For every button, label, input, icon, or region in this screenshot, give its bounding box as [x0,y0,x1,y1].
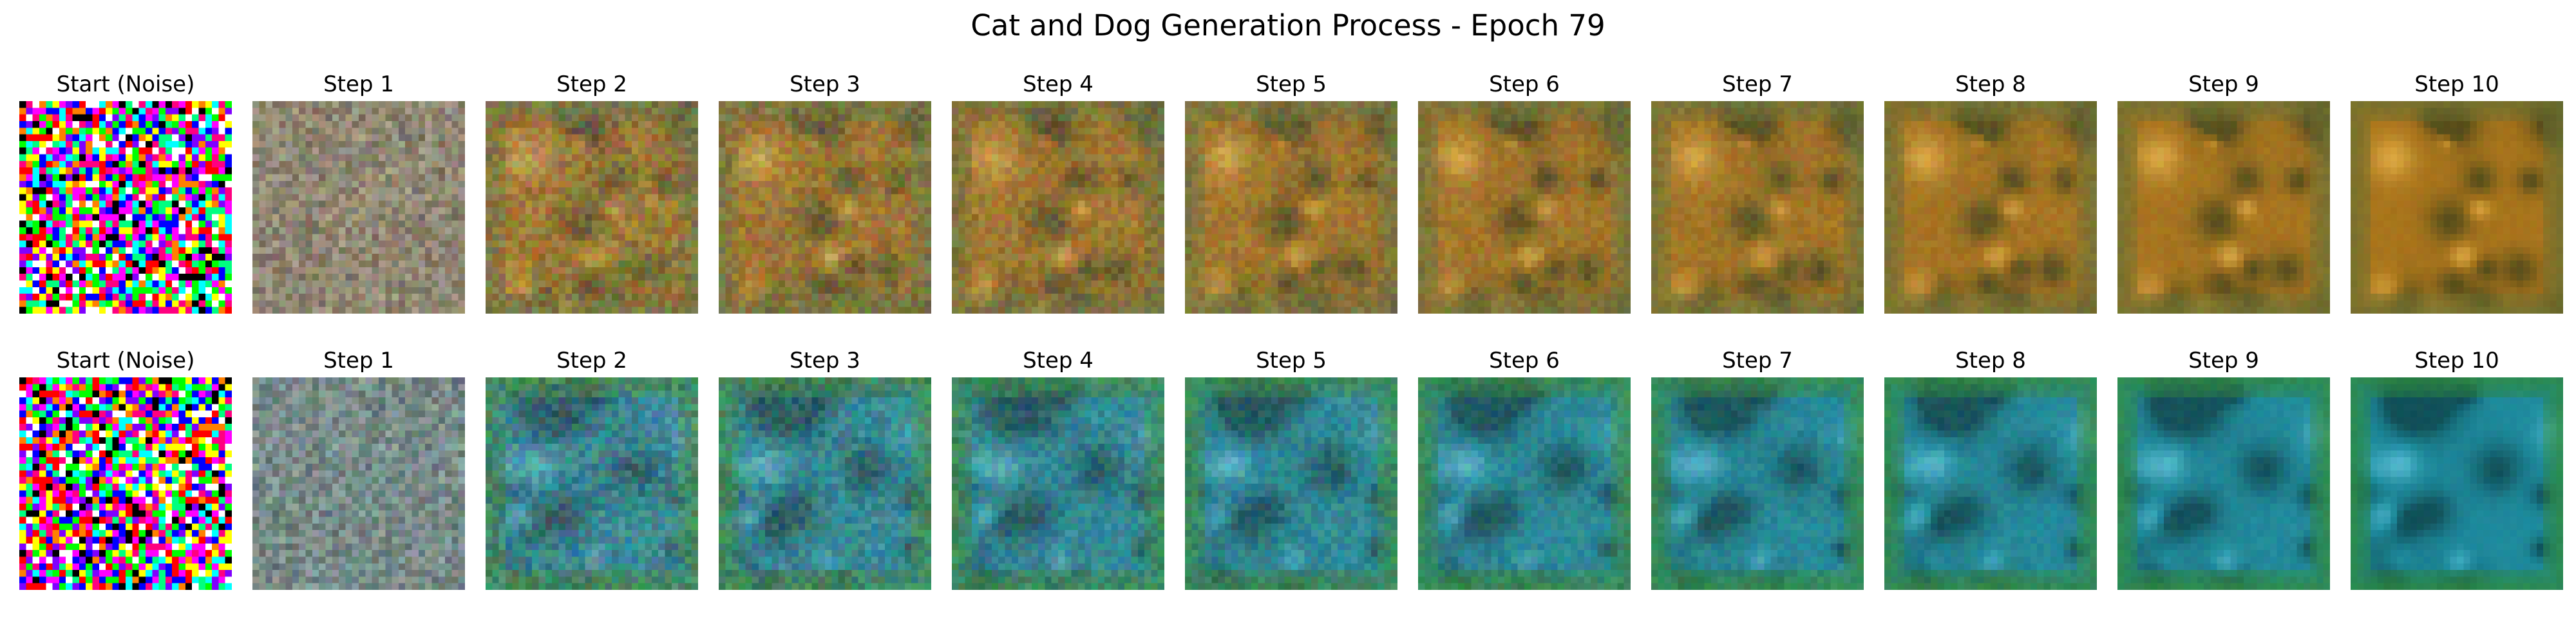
panel-title: Step 3 [790,348,860,374]
generation-panel: Step 10 [2351,71,2563,314]
generation-panel: Step 2 [486,71,698,314]
generation-panel: Start (Noise) [19,347,232,590]
generated-image [1651,377,1864,590]
generation-panel: Step 5 [1185,347,1397,590]
generated-image [486,377,698,590]
panel-title: Step 2 [556,348,627,374]
generation-panel: Step 2 [486,347,698,590]
panel-title: Step 1 [323,348,394,374]
generated-image [2117,101,2330,314]
panel-title: Step 2 [556,71,627,97]
generation-panel: Step 1 [252,347,465,590]
generation-panel: Step 10 [2351,347,2563,590]
generation-panel: Step 1 [252,71,465,314]
generation-panel: Step 8 [1884,71,2097,314]
generated-image [1185,377,1397,590]
generated-image [952,101,1164,314]
panel-title: Step 10 [2414,348,2499,374]
panel-title: Step 5 [1256,348,1327,374]
noise-image [19,101,232,314]
panel-title: Step 6 [1489,71,1560,97]
panel-title: Step 3 [790,71,860,97]
generated-image [719,101,931,314]
generated-image [1185,101,1397,314]
generation-panel: Step 3 [719,71,931,314]
generated-image [952,377,1164,590]
generated-image [252,101,465,314]
panel-title: Start (Noise) [56,71,195,97]
generated-image [1651,101,1864,314]
generated-image [1418,377,1631,590]
generated-image [1418,101,1631,314]
panel-title: Step 9 [2188,348,2259,374]
panel-title: Step 8 [1955,71,2026,97]
generation-panel: Step 4 [952,347,1164,590]
figure-title: Cat and Dog Generation Process - Epoch 7… [971,8,1605,43]
generated-image [252,377,465,590]
generation-panel: Step 6 [1418,71,1631,314]
panel-title: Step 1 [323,71,394,97]
noise-image [19,377,232,590]
panel-title: Step 6 [1489,348,1560,374]
generated-image [2117,377,2330,590]
generation-panel: Step 7 [1651,71,1864,314]
generation-panel: Step 3 [719,347,931,590]
generated-image [486,101,698,314]
generation-panel: Step 8 [1884,347,2097,590]
panel-title: Step 7 [1722,71,1793,97]
panel-title: Step 9 [2188,71,2259,97]
panel-title: Step 7 [1722,348,1793,374]
panel-title: Start (Noise) [56,348,195,374]
generated-image [2351,101,2563,314]
panel-title: Step 5 [1256,71,1327,97]
generation-panel: Step 7 [1651,347,1864,590]
generation-panel: Step 9 [2117,347,2330,590]
panel-title: Step 10 [2414,71,2499,97]
generation-panel: Start (Noise) [19,71,232,314]
panel-title: Step 8 [1955,348,2026,374]
generation-panel: Step 5 [1185,71,1397,314]
panel-title: Step 4 [1023,71,1094,97]
generation-panel: Step 9 [2117,71,2330,314]
generation-panel: Step 4 [952,71,1164,314]
generated-image [1884,101,2097,314]
generation-panel: Step 6 [1418,347,1631,590]
panel-title: Step 4 [1023,348,1094,374]
generated-image [719,377,931,590]
generated-image [2351,377,2563,590]
generated-image [1884,377,2097,590]
